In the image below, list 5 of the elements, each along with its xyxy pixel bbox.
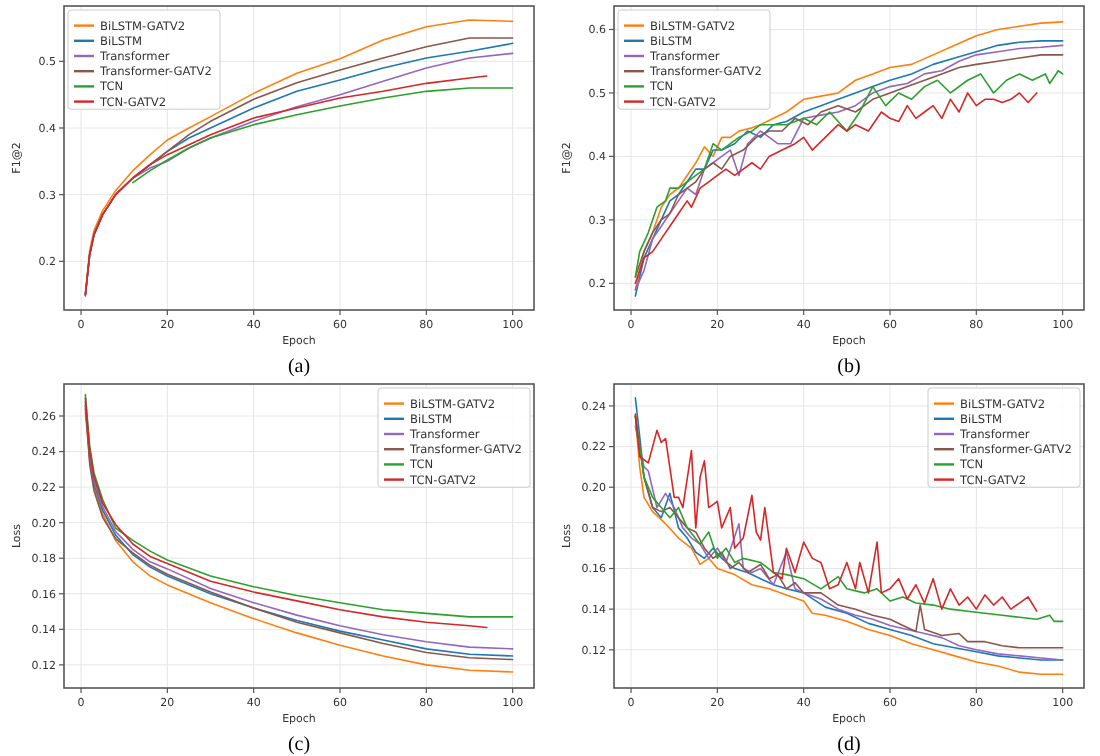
text: (a) bbox=[287, 356, 311, 378]
text: (b) bbox=[837, 356, 861, 378]
text: (c) bbox=[287, 734, 311, 756]
line-series bbox=[634, 92, 1038, 285]
text: (d) bbox=[837, 734, 861, 756]
